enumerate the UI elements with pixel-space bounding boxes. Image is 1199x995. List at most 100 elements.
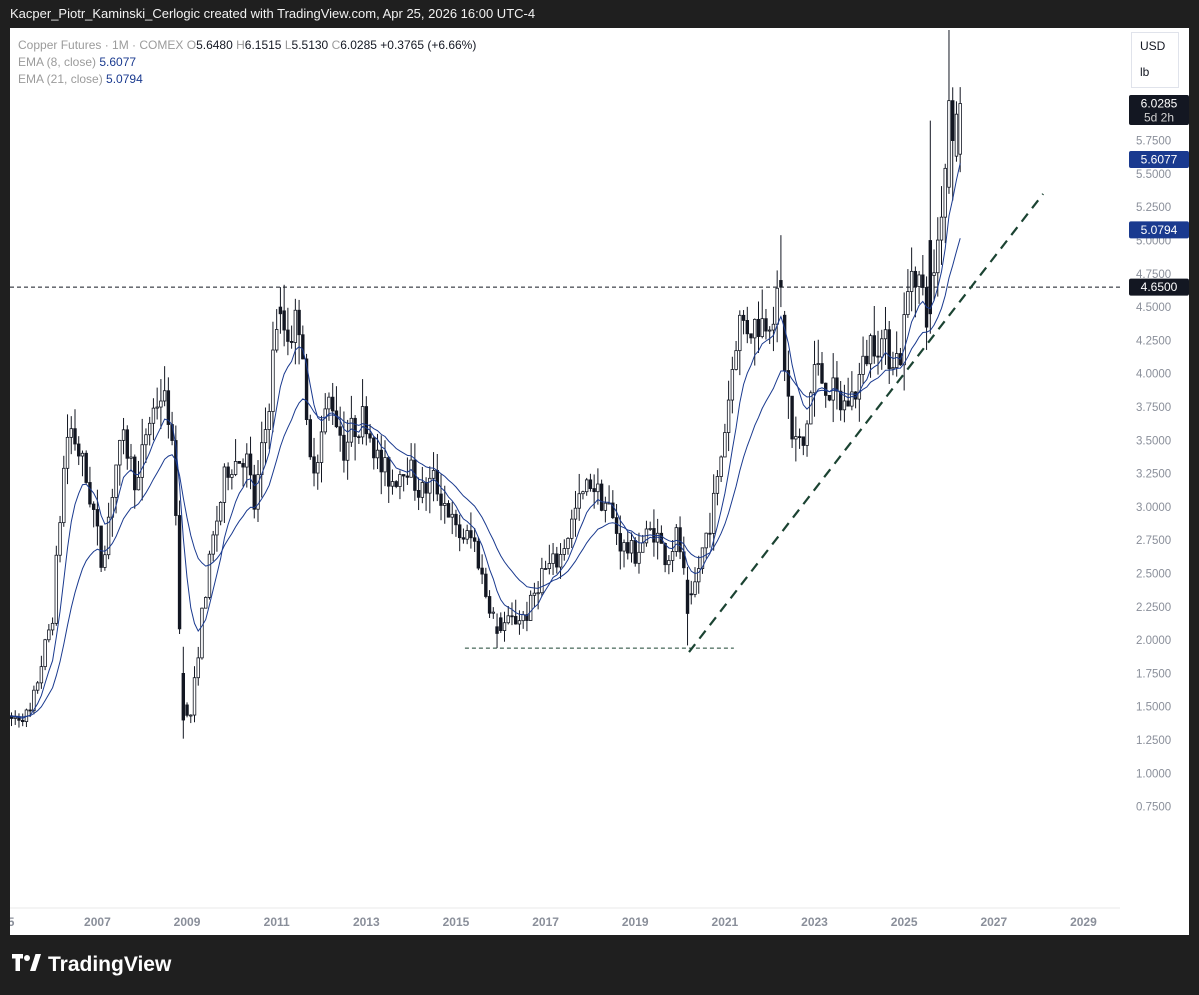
ema21-line[interactable] <box>10 238 961 718</box>
candle-body[interactable] <box>166 390 171 425</box>
candle-body[interactable] <box>91 503 96 510</box>
candle-body[interactable] <box>484 573 488 597</box>
ascending-trendline[interactable] <box>688 193 1044 653</box>
candle-body[interactable] <box>192 677 197 716</box>
candle-body[interactable] <box>588 479 593 489</box>
candle-body[interactable] <box>50 622 55 631</box>
candle-body[interactable] <box>506 615 510 624</box>
candle-body[interactable] <box>943 167 947 218</box>
candle-body[interactable] <box>99 525 103 568</box>
candle-body[interactable] <box>551 553 555 564</box>
candle-body[interactable] <box>39 666 44 684</box>
candle-body[interactable] <box>129 456 133 459</box>
candle-body[interactable] <box>387 457 391 487</box>
candle-body[interactable] <box>723 432 727 458</box>
chart-area[interactable]: 6.75006.50006.25006.00005.75005.50005.25… <box>10 28 1189 935</box>
candle-body[interactable] <box>368 433 372 439</box>
candle-body[interactable] <box>230 474 234 478</box>
candle-body[interactable] <box>308 419 312 458</box>
candle-body[interactable] <box>88 482 92 505</box>
candle-body[interactable] <box>20 719 25 723</box>
candle-body[interactable] <box>514 616 518 625</box>
candle-body[interactable] <box>331 396 335 412</box>
candle-body[interactable] <box>577 493 581 509</box>
candle-body[interactable] <box>353 417 357 438</box>
candle-body[interactable] <box>77 443 81 457</box>
candle-body[interactable] <box>409 459 413 478</box>
candle-body[interactable] <box>256 474 260 510</box>
candle-body[interactable] <box>764 318 768 332</box>
candle-body[interactable] <box>700 547 705 569</box>
unit-selector[interactable]: USD lb <box>1131 32 1179 88</box>
candle-body[interactable] <box>954 113 959 157</box>
candle-body[interactable] <box>162 390 167 402</box>
candle-body[interactable] <box>936 239 940 274</box>
candle-body[interactable] <box>241 462 245 468</box>
candle-body[interactable] <box>177 515 182 630</box>
candle-body[interactable] <box>689 593 693 596</box>
candle-body[interactable] <box>136 476 141 491</box>
candle-body[interactable] <box>476 540 481 569</box>
candle-body[interactable] <box>749 333 753 339</box>
candle-body[interactable] <box>906 291 910 316</box>
candle-body[interactable] <box>614 517 619 534</box>
candle-body[interactable] <box>622 542 626 552</box>
candle-body[interactable] <box>532 592 537 596</box>
candle-body[interactable] <box>106 516 111 556</box>
candle-body[interactable] <box>693 581 697 595</box>
candle-body[interactable] <box>286 329 290 342</box>
candle-body[interactable] <box>282 310 286 331</box>
candle-body[interactable] <box>372 437 376 459</box>
candle-body[interactable] <box>159 400 163 408</box>
candle-body[interactable] <box>880 338 884 358</box>
candle-body[interactable] <box>345 441 350 461</box>
candle-body[interactable] <box>338 426 342 436</box>
candle-body[interactable] <box>196 657 200 679</box>
candle-body[interactable] <box>118 439 122 466</box>
candle-body[interactable] <box>741 314 746 321</box>
candle-body[interactable] <box>499 617 503 631</box>
candle-body[interactable] <box>868 335 873 365</box>
candle-body[interactable] <box>327 396 331 410</box>
candle-body[interactable] <box>648 528 652 530</box>
candle-body[interactable] <box>876 355 880 358</box>
candle-body[interactable] <box>543 568 548 570</box>
candle-body[interactable] <box>861 355 865 375</box>
price-axis[interactable] <box>1120 28 1189 935</box>
candle-body[interactable] <box>364 406 369 435</box>
candle-body[interactable] <box>715 476 720 494</box>
candle-body[interactable] <box>883 329 888 340</box>
candle-body[interactable] <box>558 554 563 568</box>
candle-body[interactable] <box>794 436 798 440</box>
candle-body[interactable] <box>782 314 787 371</box>
candle-body[interactable] <box>181 673 186 721</box>
candle-body[interactable] <box>753 318 757 339</box>
candle-body[interactable] <box>756 318 761 337</box>
ema8-line[interactable] <box>10 163 961 719</box>
candle-body[interactable] <box>28 709 32 712</box>
candle-body[interactable] <box>319 431 324 463</box>
candle-body[interactable] <box>69 428 73 438</box>
candle-body[interactable] <box>200 607 204 659</box>
candle-body[interactable] <box>570 518 574 539</box>
candle-body[interactable] <box>775 287 779 325</box>
candle-body[interactable] <box>921 274 925 288</box>
unit-button[interactable]: lb <box>1140 65 1150 79</box>
candle-body[interactable] <box>487 596 492 614</box>
candle-body[interactable] <box>416 489 421 498</box>
candle-body[interactable] <box>939 216 944 241</box>
candle-body[interactable] <box>323 408 327 433</box>
candle-body[interactable] <box>719 456 723 477</box>
candle-body[interactable] <box>383 457 387 473</box>
candle-body[interactable] <box>510 615 514 618</box>
candle-body[interactable] <box>390 481 395 487</box>
candle-body[interactable] <box>252 474 256 510</box>
candle-body[interactable] <box>801 436 806 446</box>
candle-body[interactable] <box>838 390 843 411</box>
candle-body[interactable] <box>334 410 339 428</box>
candle-body[interactable] <box>894 353 899 368</box>
candle-body[interactable] <box>375 449 380 459</box>
candle-body[interactable] <box>517 620 522 625</box>
candle-body[interactable] <box>454 513 458 526</box>
candle-body[interactable] <box>443 503 447 506</box>
